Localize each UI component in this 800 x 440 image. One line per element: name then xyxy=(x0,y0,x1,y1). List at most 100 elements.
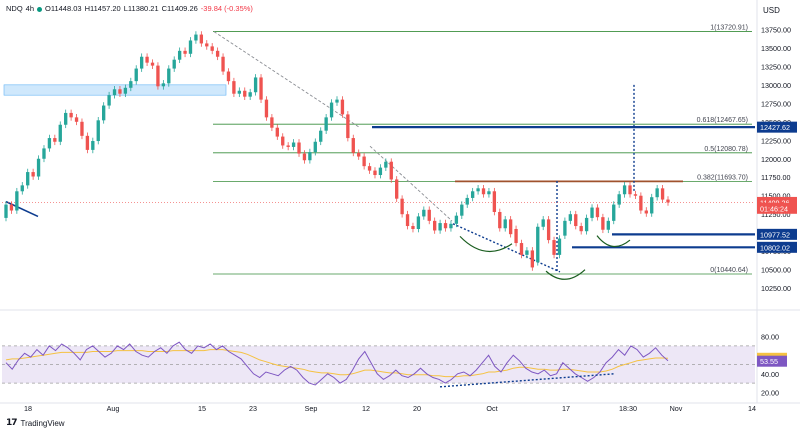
candle-body[interactable] xyxy=(232,81,236,94)
candle-body[interactable] xyxy=(69,112,73,118)
candle-body[interactable] xyxy=(633,194,638,196)
candle-body[interactable] xyxy=(416,216,421,229)
candle-body[interactable] xyxy=(660,188,665,200)
candle-body[interactable] xyxy=(264,99,269,118)
candle-body[interactable] xyxy=(433,220,437,231)
candle-body[interactable] xyxy=(411,226,415,229)
candle-body[interactable] xyxy=(498,211,502,229)
candle-body[interactable] xyxy=(546,219,551,241)
candle-body[interactable] xyxy=(590,207,594,218)
candle-body[interactable] xyxy=(275,127,279,137)
rsi-divergence-line[interactable] xyxy=(439,373,615,388)
candle-body[interactable] xyxy=(286,145,290,147)
candle-body[interactable] xyxy=(335,99,339,103)
candle-body[interactable] xyxy=(612,204,616,221)
candle-body[interactable] xyxy=(129,81,133,88)
candle-body[interactable] xyxy=(530,250,535,268)
candle-body[interactable] xyxy=(622,185,627,195)
candle-body[interactable] xyxy=(319,130,323,142)
candle-body[interactable] xyxy=(199,34,204,44)
candle-body[interactable] xyxy=(628,185,632,195)
candle-body[interactable] xyxy=(454,215,459,224)
candle-body[interactable] xyxy=(324,117,328,131)
candle-body[interactable] xyxy=(655,188,659,198)
pattern-arc-head[interactable] xyxy=(545,269,586,280)
candle-body[interactable] xyxy=(568,214,572,221)
candle-body[interactable] xyxy=(123,87,128,94)
candle-body[interactable] xyxy=(139,56,144,69)
candle-body[interactable] xyxy=(47,138,52,149)
candle-body[interactable] xyxy=(145,56,149,63)
dotted-support-trend[interactable] xyxy=(452,223,561,273)
pattern-arc-left-shoulder[interactable] xyxy=(459,235,513,252)
candle-body[interactable] xyxy=(215,50,220,57)
candle-body[interactable] xyxy=(259,77,263,100)
candle-body[interactable] xyxy=(221,56,225,72)
candle-body[interactable] xyxy=(427,209,431,221)
candle-body[interactable] xyxy=(351,138,355,153)
candle-body[interactable] xyxy=(291,142,296,147)
rsi-line[interactable] xyxy=(5,341,669,386)
candle-body[interactable] xyxy=(405,214,410,227)
candle-body[interactable] xyxy=(107,95,111,106)
candle-body[interactable] xyxy=(297,142,301,154)
candle-body[interactable] xyxy=(606,220,610,230)
candle-body[interactable] xyxy=(42,148,46,159)
candle-body[interactable] xyxy=(438,223,442,231)
candle-body[interactable] xyxy=(389,161,393,180)
candle-body[interactable] xyxy=(20,185,24,192)
candle-body[interactable] xyxy=(308,152,312,161)
candle-body[interactable] xyxy=(487,191,491,195)
candle-body[interactable] xyxy=(85,135,90,150)
candle-body[interactable] xyxy=(177,50,182,60)
candle-body[interactable] xyxy=(400,198,404,215)
candle-body[interactable] xyxy=(329,102,334,118)
candle-body[interactable] xyxy=(481,188,486,195)
candle-body[interactable] xyxy=(595,207,600,218)
candle-body[interactable] xyxy=(91,141,95,150)
candle-body[interactable] xyxy=(248,92,252,97)
candle-body[interactable] xyxy=(563,220,567,236)
candle-body[interactable] xyxy=(362,156,366,167)
candle-body[interactable] xyxy=(167,68,171,84)
candle-body[interactable] xyxy=(470,191,475,198)
candle-body[interactable] xyxy=(536,226,540,263)
candle-body[interactable] xyxy=(395,179,399,199)
candle-body[interactable] xyxy=(134,68,138,82)
candle-body[interactable] xyxy=(194,34,198,41)
tradingview-brand[interactable]: 17 TradingView xyxy=(6,418,65,428)
candle-body[interactable] xyxy=(422,209,426,217)
candle-body[interactable] xyxy=(15,191,19,211)
candle-body[interactable] xyxy=(378,167,383,176)
candle-body[interactable] xyxy=(503,219,507,229)
candle-body[interactable] xyxy=(302,153,307,161)
candle-body[interactable] xyxy=(552,240,556,255)
candle-body[interactable] xyxy=(579,226,583,232)
candle-body[interactable] xyxy=(367,166,372,171)
candle-body[interactable] xyxy=(519,243,524,255)
candle-body[interactable] xyxy=(102,105,106,121)
pattern-arc-right-shoulder[interactable] xyxy=(596,235,631,247)
candle-body[interactable] xyxy=(601,217,605,230)
downtrend-dashed-line-lower[interactable] xyxy=(369,145,453,222)
candle-body[interactable] xyxy=(650,197,654,214)
candle-body[interactable] xyxy=(161,83,166,87)
candle-body[interactable] xyxy=(666,199,670,203)
candle-body[interactable] xyxy=(156,65,160,87)
candle-body[interactable] xyxy=(357,152,361,157)
downtrend-dashed-line[interactable] xyxy=(213,31,361,129)
candle-body[interactable] xyxy=(112,89,117,96)
candle-body[interactable] xyxy=(270,117,274,128)
candle-body[interactable] xyxy=(492,191,497,212)
candle-body[interactable] xyxy=(460,204,464,216)
candle-body[interactable] xyxy=(340,99,345,115)
candle-body[interactable] xyxy=(80,121,84,136)
candle-body[interactable] xyxy=(58,124,62,142)
candle-body[interactable] xyxy=(617,194,621,205)
candle-body[interactable] xyxy=(253,77,258,93)
candle-body[interactable] xyxy=(210,46,214,51)
candle-body[interactable] xyxy=(476,188,480,192)
candle-body[interactable] xyxy=(465,197,469,205)
candle-body[interactable] xyxy=(74,117,79,122)
